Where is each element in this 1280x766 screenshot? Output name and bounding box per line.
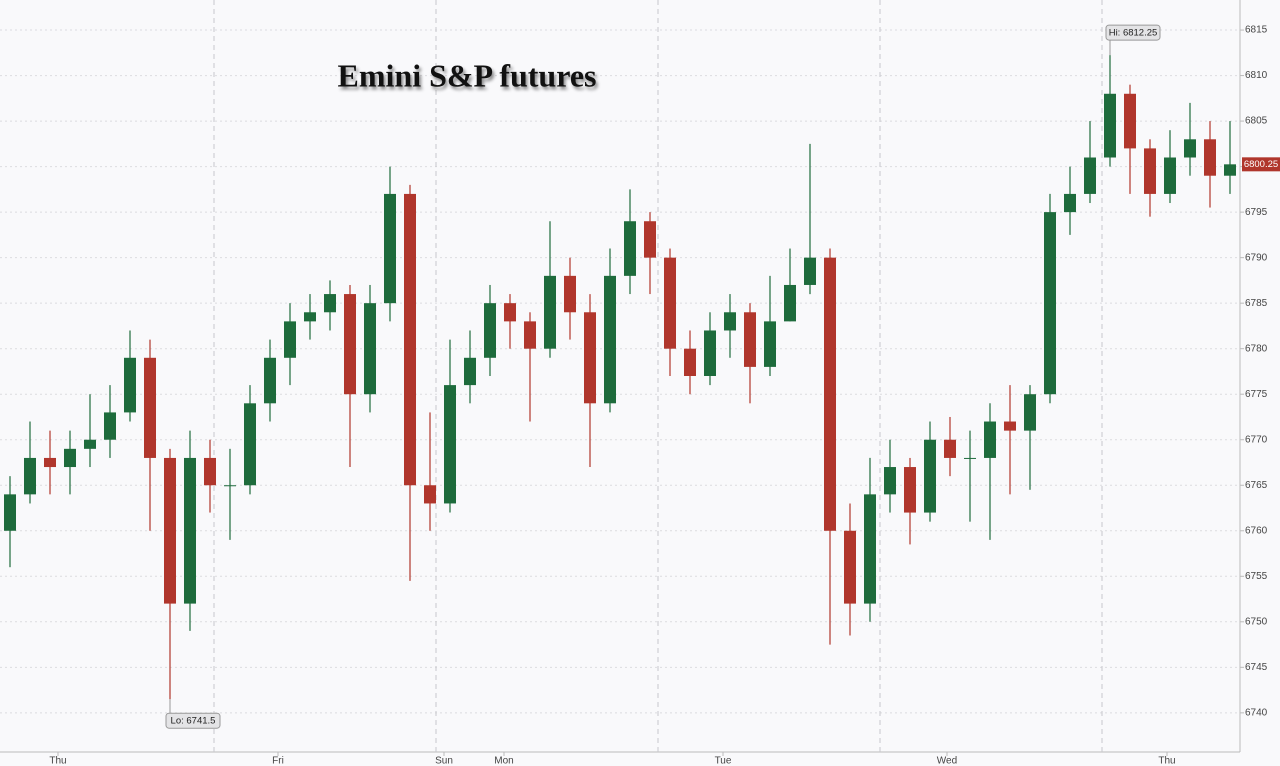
last-price-label: 6800.25 xyxy=(1244,159,1278,170)
candle-body xyxy=(164,457,176,604)
x-tick-label: Wed xyxy=(937,756,957,766)
candle-body xyxy=(824,257,836,531)
x-tick-label: Thu xyxy=(49,756,66,766)
candle-body xyxy=(844,530,856,604)
candle-body xyxy=(184,457,196,604)
candle-body xyxy=(264,357,276,404)
candle-body xyxy=(1064,193,1076,213)
x-tick-label: Thu xyxy=(1158,756,1175,766)
candle-body xyxy=(604,275,616,404)
candle-body xyxy=(704,330,716,376)
candle-body xyxy=(424,485,436,504)
candle-body xyxy=(504,303,516,322)
y-tick-label: 6795 xyxy=(1245,207,1268,218)
candle-body xyxy=(904,467,916,513)
candle-body xyxy=(884,467,896,495)
candle-body xyxy=(564,275,576,313)
x-tick-label: Sun xyxy=(435,756,453,766)
candle-body xyxy=(64,448,76,468)
candle-body xyxy=(864,494,876,604)
candle-body xyxy=(364,303,376,395)
candle-body xyxy=(1224,164,1236,176)
y-tick-label: 6785 xyxy=(1245,298,1268,309)
y-tick-label: 6805 xyxy=(1245,116,1268,127)
candle-body xyxy=(104,412,116,440)
candle-body xyxy=(524,321,536,349)
candle-body xyxy=(244,403,256,486)
candle-body xyxy=(1144,148,1156,194)
candle-body xyxy=(1084,157,1096,194)
candle-body xyxy=(124,357,136,413)
candle-body xyxy=(1124,93,1136,149)
candle-body xyxy=(764,321,776,367)
y-tick-label: 6780 xyxy=(1245,343,1268,354)
candle-body xyxy=(724,312,736,331)
y-tick-label: 6740 xyxy=(1245,707,1268,718)
candle-body xyxy=(1204,139,1216,176)
candle-body xyxy=(344,294,356,395)
candle-body xyxy=(24,457,36,495)
candle-body xyxy=(324,294,336,313)
candle-body xyxy=(284,321,296,358)
marker-label: Lo: 6741.5 xyxy=(171,716,216,727)
candle-body xyxy=(1004,421,1016,431)
candle-body xyxy=(964,457,976,459)
candle-body xyxy=(744,312,756,367)
candle-body xyxy=(1184,139,1196,158)
candle-body xyxy=(4,494,16,531)
candle-body xyxy=(684,348,696,376)
candle-body xyxy=(584,312,596,404)
x-tick-label: Mon xyxy=(494,756,513,766)
candle-body xyxy=(664,257,676,349)
y-tick-label: 6745 xyxy=(1245,662,1268,673)
y-tick-label: 6755 xyxy=(1245,571,1268,582)
candle-body xyxy=(384,193,396,304)
y-tick-label: 6815 xyxy=(1245,25,1268,36)
y-tick-label: 6750 xyxy=(1245,616,1268,627)
candle-body xyxy=(304,312,316,322)
candle-body xyxy=(444,385,456,504)
x-tick-label: Fri xyxy=(272,756,284,766)
marker-box xyxy=(165,712,221,729)
candle-body xyxy=(624,221,636,276)
x-tick-label: Tue xyxy=(715,756,732,766)
candle-body xyxy=(1044,212,1056,395)
candle-body xyxy=(84,439,96,449)
candle-body xyxy=(944,439,956,458)
candle-body xyxy=(1104,93,1116,158)
candle-body xyxy=(544,275,556,349)
candle-body xyxy=(484,303,496,358)
candle-body xyxy=(44,457,56,468)
candle-body xyxy=(464,357,476,386)
last-price-tag xyxy=(1242,157,1280,172)
marker-box xyxy=(1105,24,1161,41)
candle-body xyxy=(204,457,216,486)
chart-title: Emini S&P futures xyxy=(338,57,597,93)
candle-body xyxy=(404,193,416,486)
candle-body xyxy=(924,439,936,513)
y-tick-label: 6810 xyxy=(1245,70,1268,81)
candle-body xyxy=(144,357,156,458)
candle-body xyxy=(804,257,816,285)
y-tick-label: 6790 xyxy=(1245,252,1268,263)
candle-body xyxy=(224,485,236,487)
candle-body xyxy=(984,421,996,458)
candle-body xyxy=(784,284,796,322)
candle-body xyxy=(1024,394,1036,431)
y-tick-label: 6765 xyxy=(1245,480,1268,491)
y-tick-label: 6760 xyxy=(1245,525,1268,536)
y-tick-label: 6770 xyxy=(1245,434,1268,445)
marker-label: Hi: 6812.25 xyxy=(1109,28,1158,39)
y-tick-label: 6775 xyxy=(1245,389,1268,400)
candle-body xyxy=(644,221,656,258)
candle-body xyxy=(1164,157,1176,194)
